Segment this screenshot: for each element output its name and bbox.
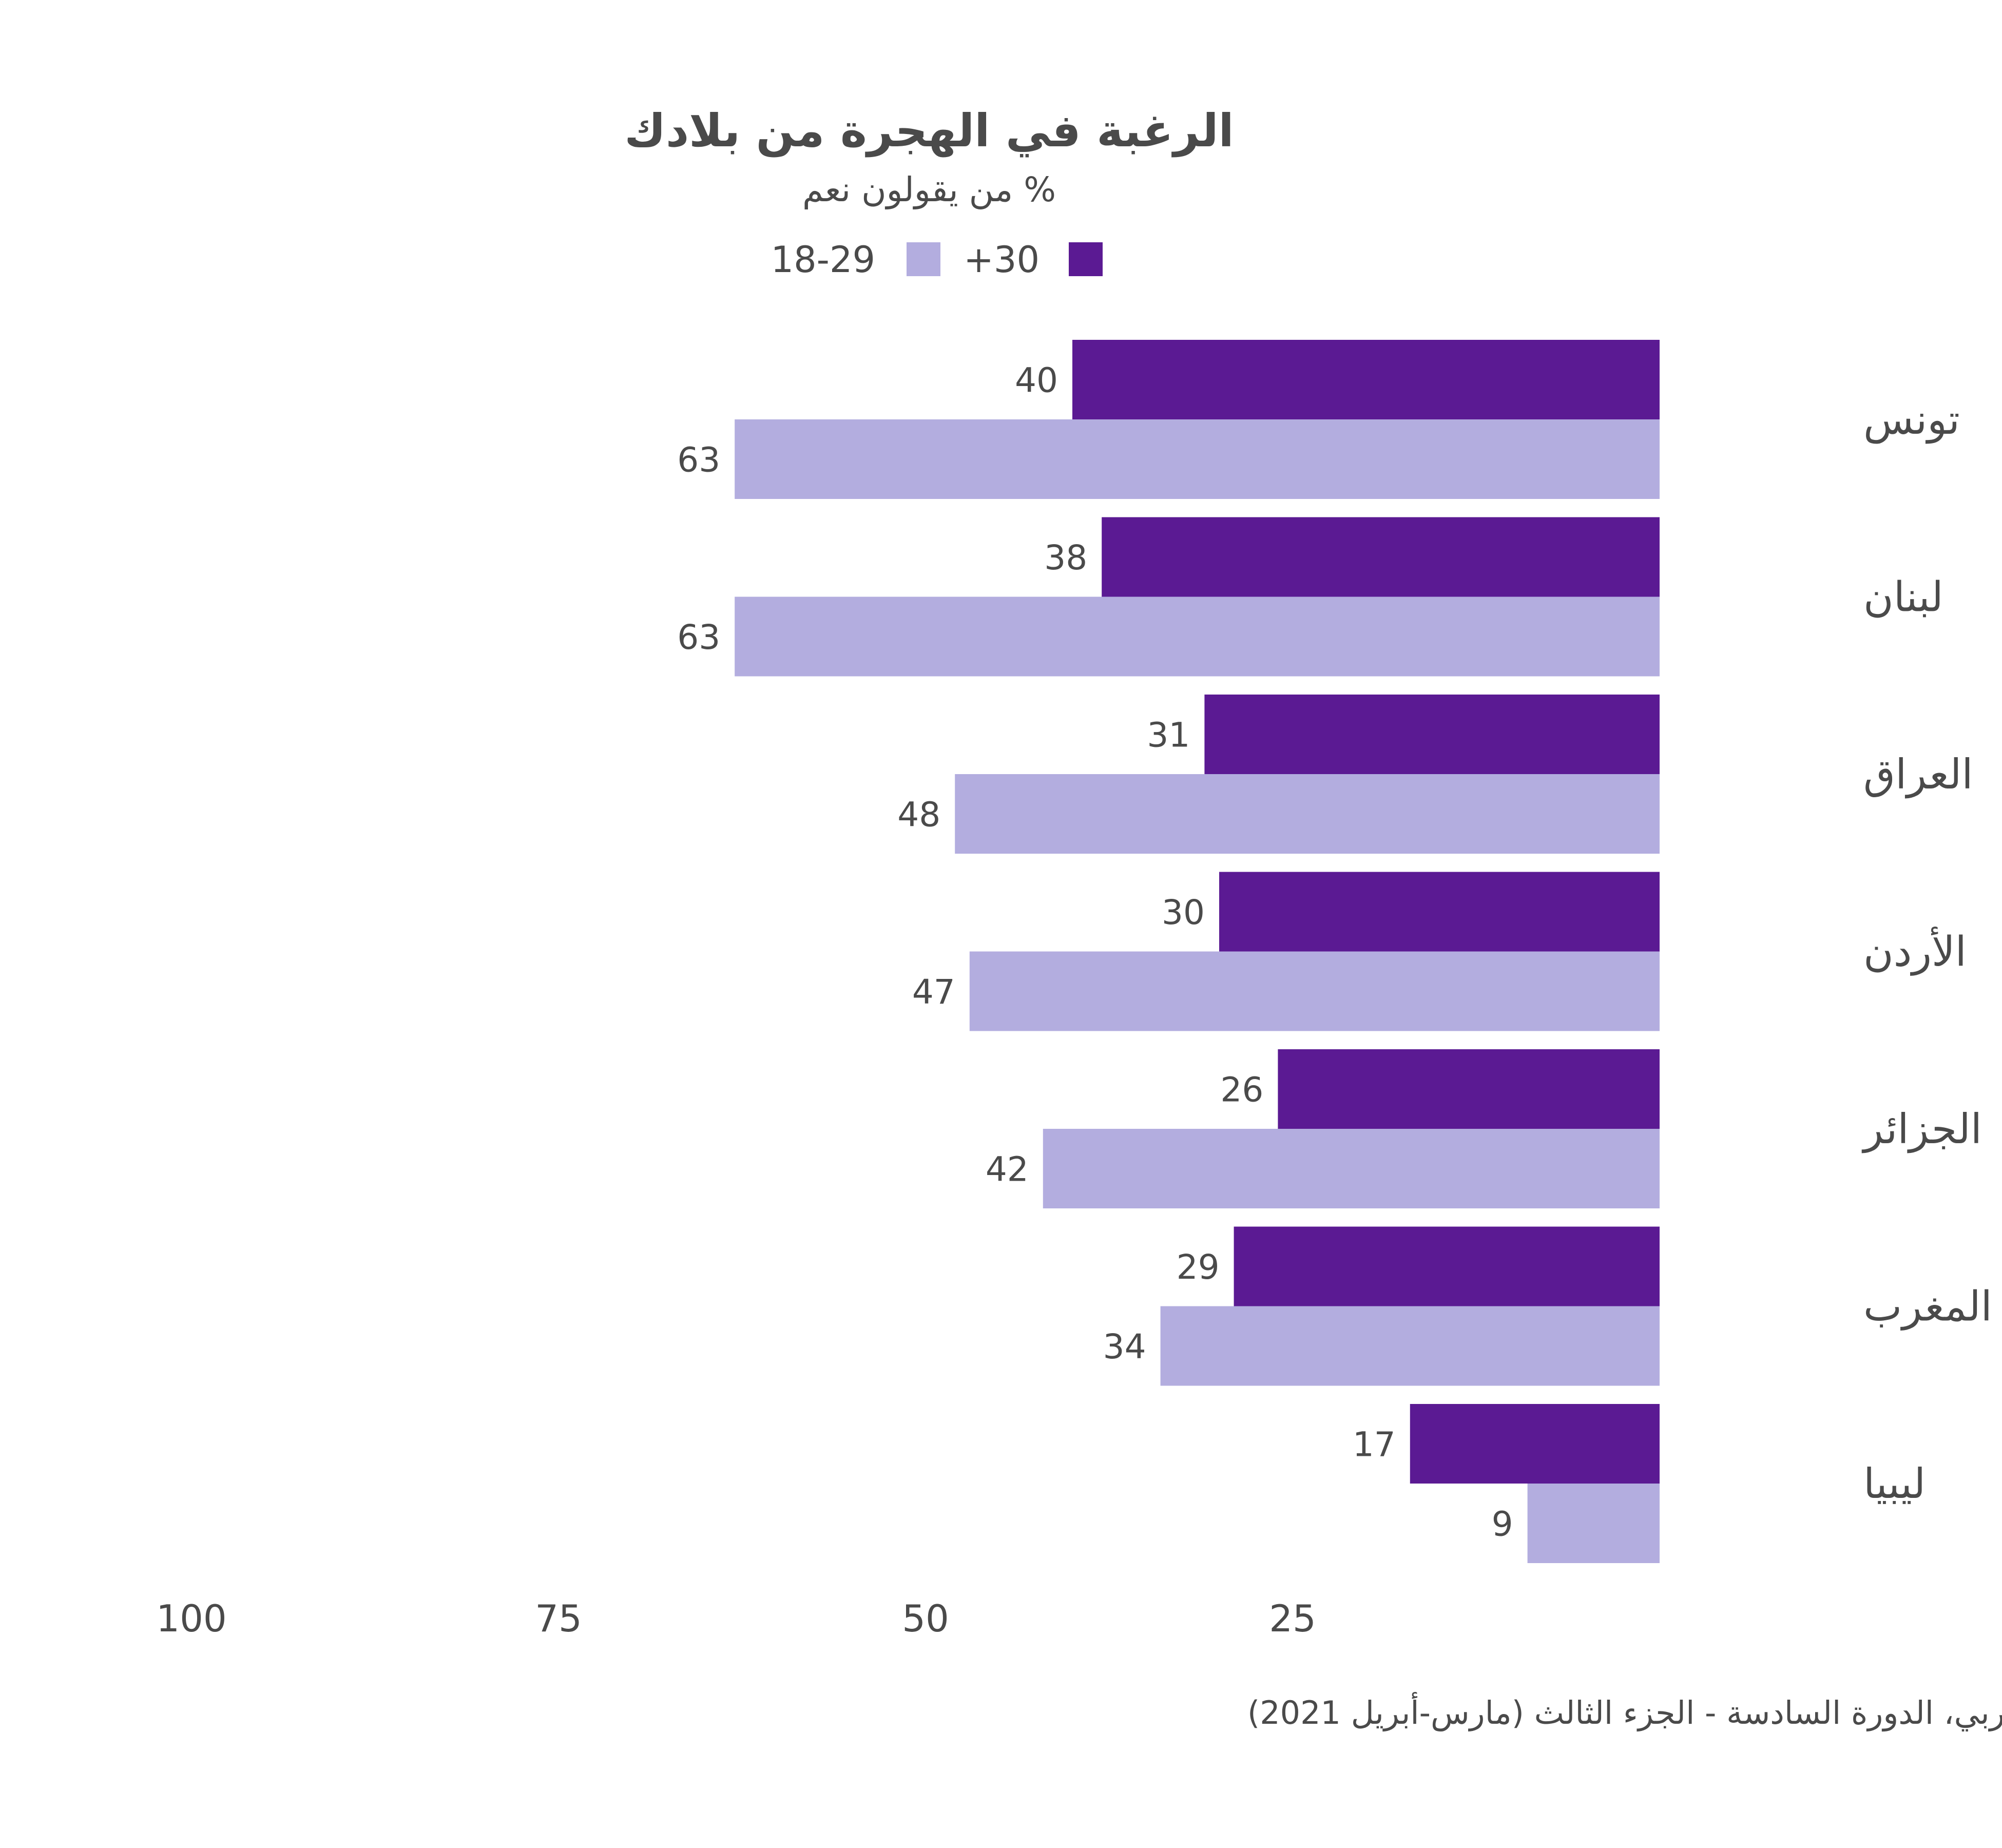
bar-30plus xyxy=(1234,1226,1660,1306)
bar-18-29 xyxy=(955,774,1660,854)
x-axis-ticks: 100 75 50 25 xyxy=(156,1597,1316,1640)
data-label: 63 xyxy=(677,618,720,657)
bar-30plus xyxy=(1072,340,1660,419)
bar-30plus xyxy=(1278,1049,1660,1129)
category-label: المغرب xyxy=(1863,1283,1992,1331)
legend: +30 18-29 xyxy=(771,239,1103,281)
data-label: 38 xyxy=(1044,538,1087,578)
legend-label-30+: +30 xyxy=(964,239,1040,281)
bar-18-29 xyxy=(735,419,1660,499)
data-label: 47 xyxy=(912,972,955,1012)
bar-18-29 xyxy=(1043,1129,1660,1208)
bar-18-29 xyxy=(1527,1484,1660,1563)
legend-label-18-29: 18-29 xyxy=(771,239,875,281)
chart-subtitle: % من يقولون نعم xyxy=(802,170,1056,209)
bar-30plus xyxy=(1204,695,1660,774)
x-tick-label: 25 xyxy=(1269,1597,1316,1640)
legend-swatch-30+ xyxy=(1069,242,1103,276)
bars-group: تونس 40 63 لبنان 38 63 العراق 31 48 الأردن 30 47 الج… xyxy=(677,340,1992,1563)
bar-18-29 xyxy=(969,951,1660,1031)
bar-18-29 xyxy=(735,596,1660,677)
legend-swatch-18-29 xyxy=(907,242,940,276)
bar-30plus xyxy=(1410,1404,1660,1484)
data-label: 34 xyxy=(1103,1327,1146,1366)
data-label: 29 xyxy=(1177,1247,1220,1287)
bar-30plus xyxy=(1102,517,1660,597)
data-label: 42 xyxy=(986,1150,1029,1189)
data-label: 26 xyxy=(1220,1070,1263,1110)
bar-30plus xyxy=(1219,872,1660,952)
x-tick-label: 75 xyxy=(535,1597,582,1640)
category-label: الأردن xyxy=(1863,927,1967,976)
bar-18-29 xyxy=(1160,1306,1660,1386)
data-label: 9 xyxy=(1492,1505,1513,1544)
source-note: الباروميتر العربي، الدورة السادسة - الجز… xyxy=(1247,1692,2002,1731)
chart-title: الرغبة في الهجرة من بلادك xyxy=(624,104,1234,158)
category-label: ليبيا xyxy=(1863,1460,1926,1508)
data-label: 63 xyxy=(677,440,720,480)
data-label: 30 xyxy=(1162,893,1205,932)
data-label: 31 xyxy=(1147,716,1190,755)
data-label: 48 xyxy=(897,795,940,835)
data-label: 17 xyxy=(1353,1425,1396,1465)
x-tick-label: 100 xyxy=(156,1597,226,1640)
category-label: تونس xyxy=(1863,396,1960,444)
category-label: لبنان xyxy=(1863,573,1943,621)
category-label: الجزائر xyxy=(1861,1105,1982,1153)
x-tick-label: 50 xyxy=(902,1597,949,1640)
category-label: العراق xyxy=(1863,750,1973,799)
data-label: 40 xyxy=(1015,361,1058,400)
